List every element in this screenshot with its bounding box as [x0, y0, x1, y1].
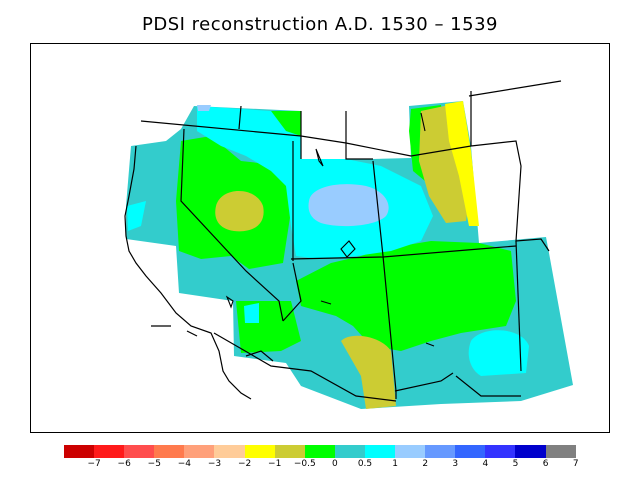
- colorbar-swatch: [304, 445, 335, 458]
- colorbar-swatch: [124, 445, 155, 458]
- colorbar-swatch: [515, 445, 546, 458]
- colorbar-tick-label: −3: [207, 459, 222, 469]
- state-boundaries: [140, 80, 562, 402]
- colorbar-tick-label: 3: [452, 459, 459, 469]
- colorbar-tick-label: −4: [177, 459, 192, 469]
- colorbar-tick-label: 0: [332, 459, 338, 469]
- coastline: [124, 145, 274, 400]
- map-frame: [30, 43, 610, 433]
- colorbar-swatch: [184, 445, 215, 458]
- colorbar-tick-label: −6: [117, 459, 131, 469]
- region-dry-central-nevada: [215, 191, 264, 232]
- colorbar: [64, 445, 576, 458]
- colorbar-tick-label: 1: [392, 459, 398, 469]
- region-wet-southeast: [468, 330, 529, 376]
- colorbar-swatch: [244, 445, 275, 458]
- colorbar-swatch: [154, 445, 185, 458]
- colorbar-swatch: [334, 445, 365, 458]
- lakes: [225, 112, 435, 347]
- pdsi-map: [124, 80, 573, 409]
- colorbar-swatch: [94, 445, 125, 458]
- colorbar-swatch: [274, 445, 305, 458]
- colorbar-tick-label: 0.5: [357, 459, 373, 469]
- colorbar-tick-label: −5: [147, 459, 161, 469]
- colorbar-swatch: [425, 445, 456, 458]
- colorbar-tick-label: −0.5: [293, 459, 316, 469]
- colorbar-ticks: −7 −6 −5 −4 −3 −2 −1 −0.5 0 0.5 1 2 3 4 5 6 7: [0, 459, 640, 475]
- colorbar-tick-label: −1: [268, 459, 282, 469]
- colorbar-swatch: [545, 445, 576, 458]
- colorbar-tick-label: −7: [87, 459, 101, 469]
- colorbar-swatch: [395, 445, 426, 458]
- colorbar-tick-label: 7: [572, 459, 579, 469]
- colorbar-tick-label: 6: [542, 459, 549, 469]
- colorbar-tick-label: 2: [422, 459, 429, 469]
- region-green-southeast: [296, 241, 516, 351]
- region-dry-south: [341, 335, 396, 409]
- colorbar-swatch: [485, 445, 516, 458]
- colorbar-swatch: [455, 445, 486, 458]
- colorbar-swatch: [214, 445, 245, 458]
- region-green-idaho-north: [271, 111, 301, 136]
- region-wet-california: [244, 303, 259, 323]
- colorbar-tick-label: −2: [237, 459, 252, 469]
- region-dry-wyoming: [419, 105, 471, 223]
- region-wet-oregon-coast: [127, 201, 146, 231]
- region-drier-east: [445, 101, 479, 226]
- region-wetter-speck: [197, 105, 211, 111]
- map-title: PDSI reconstruction A.D. 1530 – 1539: [142, 14, 498, 35]
- colorbar-tick-label: 4: [482, 459, 489, 469]
- colorbar-swatch: [364, 445, 396, 458]
- colorbar-swatch: [64, 445, 95, 458]
- region-wetter-core: [308, 184, 389, 227]
- colorbar-tick-label: 5: [512, 459, 519, 469]
